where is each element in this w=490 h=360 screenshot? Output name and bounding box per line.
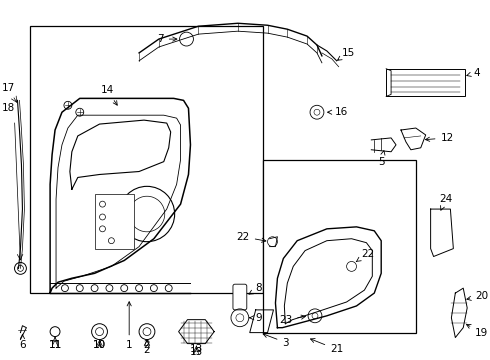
Text: 7: 7 [157, 34, 177, 44]
Text: 5: 5 [378, 150, 385, 167]
Text: 11: 11 [49, 337, 62, 351]
Text: 16: 16 [328, 107, 348, 117]
Text: 18: 18 [2, 103, 15, 113]
Bar [386, 69, 465, 96]
Bar [263, 159, 416, 333]
Text: 10: 10 [93, 341, 106, 351]
Text: 10: 10 [93, 341, 106, 351]
Bar [30, 26, 263, 293]
Text: 20: 20 [467, 291, 488, 301]
Text: 6: 6 [19, 334, 26, 351]
Text: 22: 22 [356, 248, 375, 262]
Text: 4: 4 [467, 68, 480, 78]
Text: 17: 17 [2, 84, 15, 94]
Text: 1: 1 [126, 302, 132, 351]
Text: 13: 13 [190, 345, 203, 354]
Text: 19: 19 [466, 324, 489, 338]
Bar [95, 194, 134, 249]
Text: 2: 2 [144, 340, 150, 355]
Text: 9: 9 [249, 313, 262, 323]
Text: 15: 15 [338, 48, 355, 60]
Text: 23: 23 [279, 315, 305, 325]
Text: 24: 24 [439, 194, 452, 210]
Text: 12: 12 [425, 133, 454, 143]
Text: 13: 13 [190, 347, 203, 357]
Text: 22: 22 [237, 232, 266, 242]
Text: 11: 11 [49, 341, 62, 351]
Text: 8: 8 [249, 283, 262, 294]
Text: 21: 21 [311, 338, 343, 354]
FancyBboxPatch shape [233, 284, 247, 310]
Text: 2: 2 [144, 341, 150, 351]
Text: 3: 3 [263, 333, 289, 347]
Text: 14: 14 [101, 85, 117, 105]
